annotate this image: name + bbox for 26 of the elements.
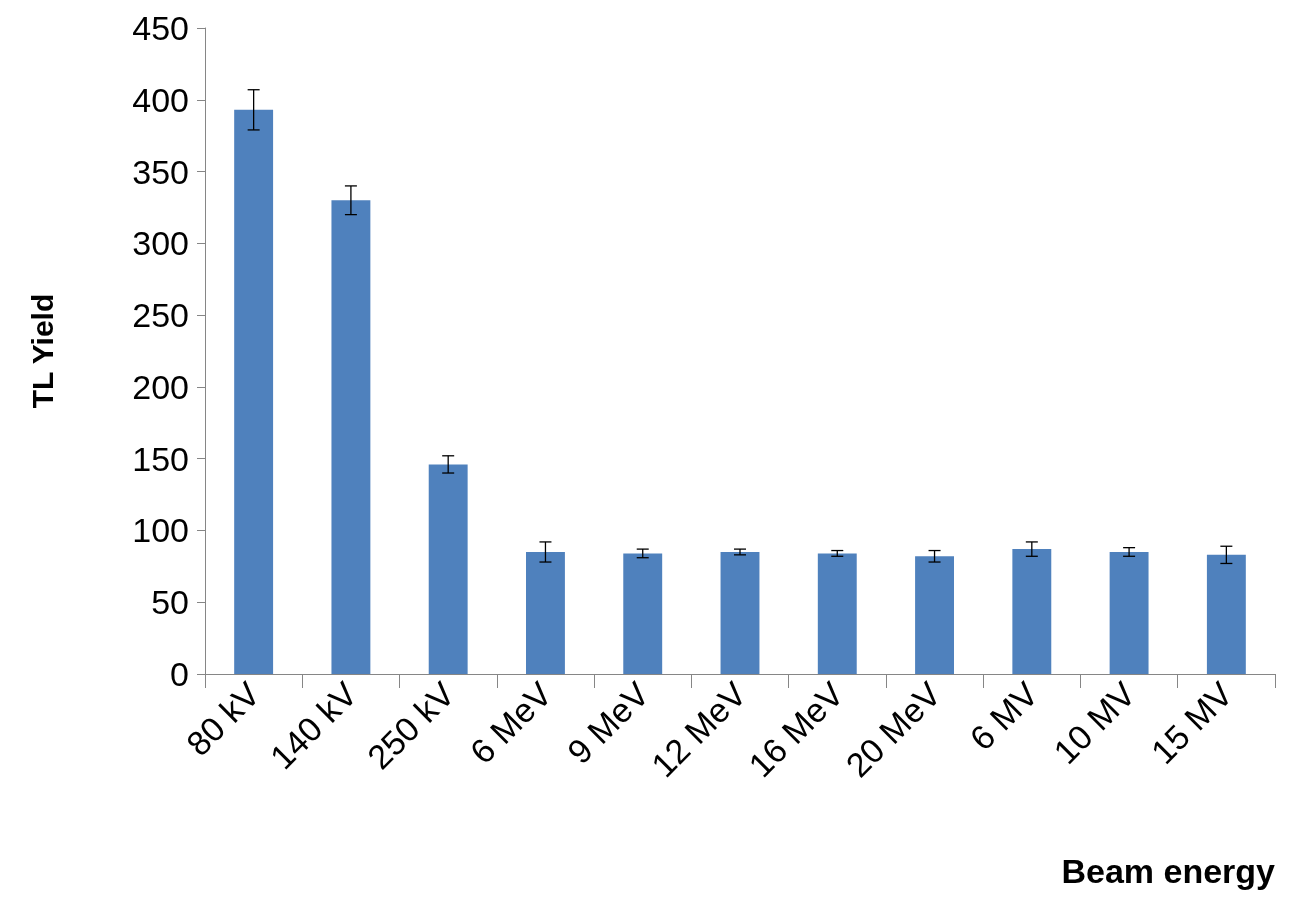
bar: [623, 553, 663, 674]
x-tick-label: 10 MV: [1046, 674, 1143, 771]
x-tick-label: 6 MV: [962, 674, 1046, 758]
bar: [817, 553, 857, 674]
y-tick-label: 350: [132, 152, 189, 191]
x-axis-title: Beam energy: [1061, 852, 1276, 890]
y-tick-label: 150: [132, 439, 189, 478]
bar: [720, 551, 760, 674]
bar: [1206, 554, 1246, 674]
y-tick-label: 0: [170, 655, 189, 693]
bar: [428, 464, 468, 674]
y-tick-label: 200: [132, 367, 189, 406]
y-axis-title: TL Yield: [25, 293, 59, 409]
y-tick-label: 450: [132, 9, 189, 47]
y-tick-label: 250: [132, 296, 189, 335]
y-tick-label: 300: [132, 224, 189, 263]
bar: [526, 551, 565, 674]
y-tick-label: 50: [151, 583, 189, 622]
bar: [234, 109, 274, 674]
bar: [1012, 549, 1052, 674]
bar: [331, 200, 371, 674]
x-tick-label: 15 MV: [1143, 674, 1241, 771]
bar: [915, 556, 954, 674]
bar: [1109, 551, 1149, 674]
y-tick-label: 400: [132, 80, 189, 119]
y-tick-label: 100: [132, 511, 189, 550]
